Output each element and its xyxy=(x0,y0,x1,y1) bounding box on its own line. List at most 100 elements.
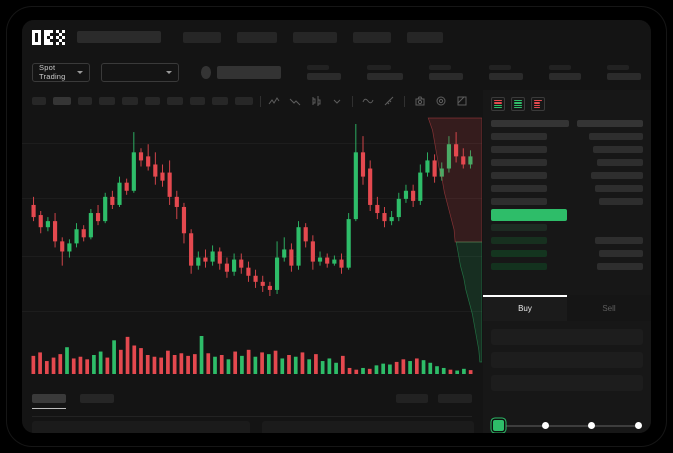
active-tab-underline xyxy=(32,408,66,410)
navbar-items xyxy=(183,32,459,43)
orderbook-cell-right xyxy=(595,237,643,244)
stat-value xyxy=(549,73,581,80)
orderbook-ask-row[interactable] xyxy=(491,197,643,206)
stat-label xyxy=(489,65,511,70)
bottom-action-0[interactable] xyxy=(396,394,428,403)
top-navbar xyxy=(22,20,651,54)
toolbar-divider xyxy=(352,96,353,107)
orderbook-cell-left xyxy=(491,146,547,153)
market-stat-4 xyxy=(549,65,581,80)
slider-step-1[interactable] xyxy=(542,422,549,429)
orderbook-cell-right xyxy=(599,198,643,205)
market-stat-3 xyxy=(489,65,523,80)
chevron-down-icon xyxy=(166,71,172,74)
settings-icon[interactable] xyxy=(435,95,447,107)
orderbook-ask-row[interactable] xyxy=(491,171,643,180)
bottom-tab-label xyxy=(32,394,66,403)
interval-button-0[interactable] xyxy=(32,97,46,105)
order-form-field-1[interactable] xyxy=(491,352,643,368)
orderbook-cell-right xyxy=(597,159,643,166)
orderbook-ask-row[interactable] xyxy=(491,132,643,141)
orderbook-cell-left xyxy=(491,133,547,140)
orderbook-cell-right xyxy=(591,172,643,179)
camera-icon[interactable] xyxy=(414,95,426,107)
order-form xyxy=(483,321,651,406)
orderbook-cell-right xyxy=(589,133,643,140)
orderbook-ask-row[interactable] xyxy=(491,145,643,154)
interval-button-9[interactable] xyxy=(235,97,253,105)
chevron-down-icon xyxy=(77,71,83,74)
search-input[interactable] xyxy=(77,31,161,43)
interval-button-8[interactable] xyxy=(212,97,228,105)
measure-icon[interactable] xyxy=(383,95,395,107)
orderbook-bids-icon[interactable] xyxy=(511,97,525,111)
amount-slider[interactable] xyxy=(493,420,641,432)
chevron-down-icon[interactable] xyxy=(331,95,343,107)
candlestick-icon[interactable] xyxy=(310,95,322,107)
market-toolbar: Spot Trading xyxy=(22,54,651,90)
slider-step-2[interactable] xyxy=(588,422,595,429)
fullscreen-icon[interactable] xyxy=(456,95,468,107)
interval-button-4[interactable] xyxy=(122,97,138,105)
orderbook-both-icon[interactable] xyxy=(491,97,505,111)
wave-icon[interactable] xyxy=(362,95,374,107)
orderbook-cell-left xyxy=(491,237,547,244)
trend-down-icon[interactable] xyxy=(289,95,301,107)
order-form-field-0[interactable] xyxy=(491,329,643,345)
orderbook-ask-row[interactable] xyxy=(491,158,643,167)
orderbook-highlight-row[interactable] xyxy=(491,210,643,219)
market-stat-0 xyxy=(307,65,341,80)
nav-item-1[interactable] xyxy=(237,32,277,43)
tab-sell[interactable]: Sell xyxy=(567,295,651,321)
orderbook-asks-icon[interactable] xyxy=(531,97,545,111)
orderbook-header-left xyxy=(491,120,569,127)
bottom-action-1[interactable] xyxy=(438,394,472,403)
okx-pixel-logo[interactable] xyxy=(32,30,65,45)
interval-button-3[interactable] xyxy=(99,97,115,105)
orderbook-cell-left xyxy=(491,263,547,270)
interval-button-6[interactable] xyxy=(167,97,183,105)
market-type-select[interactable]: Spot Trading xyxy=(32,63,90,82)
bottom-panel-actions xyxy=(396,394,472,403)
pair-select[interactable] xyxy=(101,63,179,82)
orderbook-bid-row[interactable] xyxy=(491,249,643,258)
stat-value xyxy=(429,73,463,80)
tablet-frame: Spot Trading xyxy=(0,0,673,453)
market-stats xyxy=(307,65,641,80)
interval-button-5[interactable] xyxy=(145,97,160,105)
orderbook-bid-row[interactable] xyxy=(491,223,643,232)
buy-sell-tabs: Buy Sell xyxy=(483,295,651,321)
orderbook-cell-left xyxy=(491,209,567,221)
slider-handle[interactable] xyxy=(493,420,504,431)
toolbar-divider xyxy=(404,96,405,107)
market-stat-1 xyxy=(367,65,403,80)
orderbook-cell-left xyxy=(491,159,547,166)
app-screen: Spot Trading xyxy=(22,20,651,433)
orderbook-ask-row[interactable] xyxy=(491,184,643,193)
nav-item-2[interactable] xyxy=(293,32,337,43)
pair-name-skeleton xyxy=(217,66,281,79)
interval-button-1[interactable] xyxy=(53,97,71,105)
interval-button-7[interactable] xyxy=(190,97,205,105)
order-form-field-2[interactable] xyxy=(491,375,643,391)
stat-value xyxy=(607,73,641,80)
orderbook-bid-row[interactable] xyxy=(491,236,643,245)
tab-label: Sell xyxy=(602,304,615,313)
market-type-label: Spot Trading xyxy=(39,63,72,81)
line-chart-icon[interactable] xyxy=(268,95,280,107)
slider-step-3[interactable] xyxy=(635,422,642,429)
bottom-tab-0[interactable] xyxy=(32,394,66,409)
interval-button-2[interactable] xyxy=(78,97,92,105)
nav-item-0[interactable] xyxy=(183,32,221,43)
nav-item-3[interactable] xyxy=(353,32,391,43)
orderbook-header xyxy=(491,119,643,128)
nav-item-4[interactable] xyxy=(407,32,443,43)
orderbook-bid-row[interactable] xyxy=(491,262,643,271)
market-stat-2 xyxy=(429,65,463,80)
price-chart[interactable] xyxy=(22,112,482,382)
bottom-tab-1[interactable] xyxy=(80,394,114,409)
coin-avatar xyxy=(201,66,212,79)
orderbook-cell-left xyxy=(491,224,547,231)
tab-buy[interactable]: Buy xyxy=(483,295,567,321)
interval-buttons xyxy=(32,97,253,105)
